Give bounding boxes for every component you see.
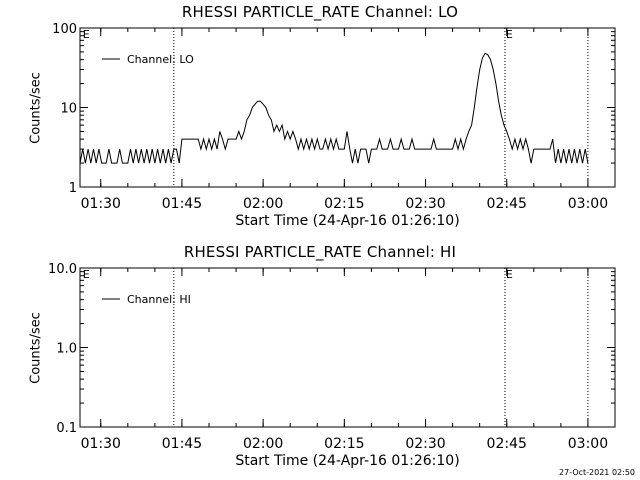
- legend-label: Channel: HI: [127, 293, 191, 306]
- y-tick-label: 100: [52, 22, 77, 37]
- y-tick-label: 1.0: [56, 342, 77, 357]
- y-tick-label: 10: [60, 102, 77, 117]
- series-line: [79, 52, 589, 164]
- event-marker-label: E: [83, 268, 90, 281]
- event-marker-label: E: [506, 28, 513, 41]
- lo-channel-panel: RHESSI PARTICLE_RATE Channel: LO Counts/…: [29, 3, 616, 229]
- plot-frame: [79, 267, 616, 428]
- event-marker-label: E: [83, 28, 90, 41]
- y-tick-label: 10.0: [48, 262, 77, 277]
- chart-title: RHESSI PARTICLE_RATE Channel: HI: [183, 243, 457, 261]
- x-tick-label: 02:00: [243, 436, 283, 452]
- legend-label: Channel: LO: [127, 53, 194, 66]
- x-tick-label: 02:30: [405, 436, 445, 452]
- x-tick-label: 02:30: [405, 196, 445, 212]
- x-tick-label: 02:15: [324, 196, 364, 212]
- x-tick-label: 02:00: [243, 196, 283, 212]
- x-tick-label: 02:45: [487, 196, 527, 212]
- hi-channel-plot: 0.1 1.0 10.0 01:30 01:45 02:00 02:15 02:30 02:45…: [48, 262, 616, 452]
- x-tick-label: 01:45: [162, 436, 202, 452]
- x-tick-label: 02:15: [324, 436, 364, 452]
- x-axis-label: Start Time (24-Apr-16 01:26:10): [235, 213, 460, 229]
- x-tick-label: 03:00: [568, 196, 608, 212]
- y-tick-label: 0.1: [56, 421, 77, 436]
- x-tick-label: 01:30: [81, 436, 121, 452]
- chart-title: RHESSI PARTICLE_RATE Channel: LO: [181, 3, 459, 21]
- event-marker-label: E: [506, 268, 513, 281]
- x-tick-label: 03:00: [568, 436, 608, 452]
- y-tick-label: 1: [69, 181, 77, 196]
- generated-timestamp: 27-Oct-2021 02:50: [559, 468, 635, 477]
- hi-channel-panel: RHESSI PARTICLE_RATE Channel: HI Counts/…: [0, 240, 640, 480]
- lo-channel-plot: 1 10 100 01:30 01:45 02:00 02:15 02:30 02:45 03:0…: [52, 22, 616, 212]
- x-axis-label: Start Time (24-Apr-16 01:26:10): [235, 453, 460, 469]
- x-tick-label: 02:45: [487, 436, 527, 452]
- x-tick-label: 01:30: [81, 196, 121, 212]
- x-tick-label: 01:45: [162, 196, 202, 212]
